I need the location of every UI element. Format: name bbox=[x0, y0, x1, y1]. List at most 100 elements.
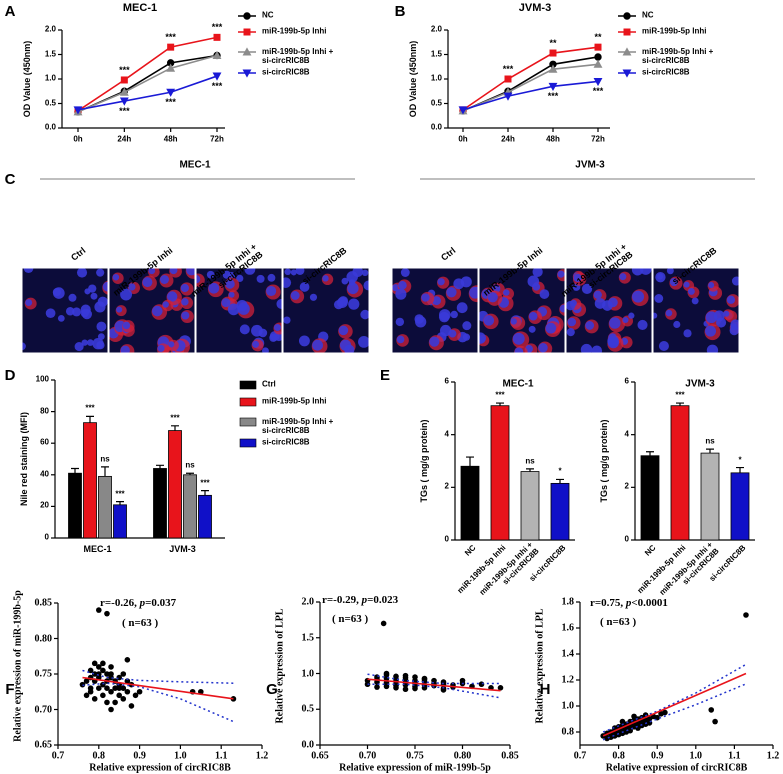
nucleus bbox=[236, 300, 248, 312]
nucleus bbox=[573, 273, 582, 283]
nucleus bbox=[708, 282, 715, 289]
nucleus bbox=[594, 298, 606, 309]
significance-label: *** bbox=[170, 413, 180, 423]
point bbox=[132, 692, 139, 699]
nucleus bbox=[159, 275, 169, 285]
point bbox=[662, 709, 668, 716]
nucleus bbox=[267, 273, 276, 282]
nucleus bbox=[439, 324, 452, 337]
nucleus bbox=[360, 309, 369, 320]
point bbox=[100, 660, 106, 667]
nucleus bbox=[167, 291, 178, 302]
micrograph-frame bbox=[282, 267, 370, 354]
y-axis-label: TGs ( mg/g protein) bbox=[599, 419, 610, 503]
marker bbox=[166, 88, 176, 97]
correlation-label: r=-0.26, p=0.037 bbox=[100, 597, 176, 609]
error-bar bbox=[676, 402, 684, 406]
nucleus bbox=[352, 268, 364, 278]
correlation-part: =0.023 bbox=[367, 593, 399, 606]
x-tick-label: 72h bbox=[591, 134, 605, 144]
nucleus bbox=[392, 284, 400, 292]
legend-marker bbox=[622, 47, 632, 56]
y-tick-label: 0.80 bbox=[34, 633, 53, 644]
bar bbox=[198, 494, 212, 539]
panel-letter: D bbox=[4, 366, 16, 384]
error-bar bbox=[71, 467, 79, 474]
legend-label: si-circRIC8B bbox=[262, 437, 310, 447]
point bbox=[128, 703, 135, 709]
point bbox=[712, 718, 718, 725]
confidence-band bbox=[82, 682, 234, 723]
y-axis-label: OD Value (450nm) bbox=[408, 40, 419, 118]
correlation-part: =0.037 bbox=[145, 596, 177, 609]
y-axis-label: OD Value (450nm) bbox=[22, 40, 33, 118]
nucleus bbox=[290, 291, 300, 300]
nucleus bbox=[57, 314, 65, 322]
legend-label: miR-199b-5p Inhi + si-circRIC8B bbox=[642, 47, 714, 65]
y-tick-label: 1.0 bbox=[44, 73, 56, 83]
x-axis-label: Relative expression of circRIC8B bbox=[89, 762, 231, 774]
panel-letter: B bbox=[394, 2, 406, 20]
significance-label: *** bbox=[165, 97, 176, 108]
error-bar bbox=[526, 468, 534, 472]
nucleus bbox=[112, 273, 120, 281]
y-tick-label: 0.5 bbox=[430, 98, 442, 108]
nucleus bbox=[347, 282, 359, 295]
nucleus bbox=[120, 345, 130, 353]
nucleus bbox=[162, 301, 169, 308]
panel-letter: G bbox=[266, 680, 278, 698]
y-tick-label: 1.4 bbox=[561, 648, 575, 660]
point bbox=[120, 685, 127, 691]
legend-label: si-circRIC8B bbox=[262, 67, 310, 77]
nucleus bbox=[312, 339, 323, 351]
nucleus bbox=[665, 309, 673, 317]
marker bbox=[549, 49, 557, 57]
y-tick-label: 0.65 bbox=[34, 739, 53, 751]
significance-label: *** bbox=[115, 489, 125, 499]
nucleus bbox=[239, 324, 250, 335]
confidence-band bbox=[367, 673, 501, 685]
nucleus bbox=[731, 276, 739, 286]
micrograph bbox=[566, 268, 652, 353]
nucleus bbox=[206, 270, 215, 279]
x-tick-label: 48h bbox=[163, 134, 178, 144]
nucleus bbox=[421, 293, 430, 302]
nucleus bbox=[92, 338, 104, 350]
micrograph-bg bbox=[22, 268, 108, 353]
nucleus bbox=[322, 275, 329, 282]
y-tick-label: 2 bbox=[624, 481, 629, 491]
point bbox=[380, 620, 387, 627]
point bbox=[87, 688, 94, 695]
nucleus bbox=[256, 274, 265, 283]
point bbox=[108, 688, 114, 695]
nucleus bbox=[673, 320, 681, 329]
marker bbox=[593, 77, 603, 87]
point bbox=[136, 688, 143, 695]
nucleus bbox=[622, 316, 629, 324]
point bbox=[104, 699, 110, 706]
nucleus bbox=[338, 325, 349, 336]
point bbox=[96, 685, 102, 691]
significance-label: *** bbox=[119, 65, 130, 76]
y-tick-label: 2.0 bbox=[430, 24, 442, 34]
nucleus bbox=[222, 270, 231, 279]
nucleus bbox=[415, 316, 427, 328]
point bbox=[104, 685, 110, 691]
chart-title: MEC-1 bbox=[122, 1, 158, 14]
point bbox=[112, 685, 118, 691]
legend-label: miR-199b-5p Inhi bbox=[262, 396, 327, 406]
x-tick-label: 1.1 bbox=[214, 750, 228, 762]
nucleus bbox=[76, 268, 88, 278]
marker bbox=[504, 75, 512, 83]
micrograph-frame bbox=[108, 267, 196, 354]
error-bar bbox=[736, 466, 744, 473]
correlation-part: r=-0.29, bbox=[322, 593, 362, 606]
marker bbox=[503, 92, 513, 101]
panel-letter: C bbox=[4, 170, 16, 188]
nucleus bbox=[483, 315, 495, 326]
nucleus bbox=[122, 321, 131, 330]
y-tick-label: 2.0 bbox=[301, 596, 315, 608]
bar bbox=[460, 465, 480, 541]
point bbox=[108, 706, 114, 713]
nucleus bbox=[236, 274, 244, 283]
